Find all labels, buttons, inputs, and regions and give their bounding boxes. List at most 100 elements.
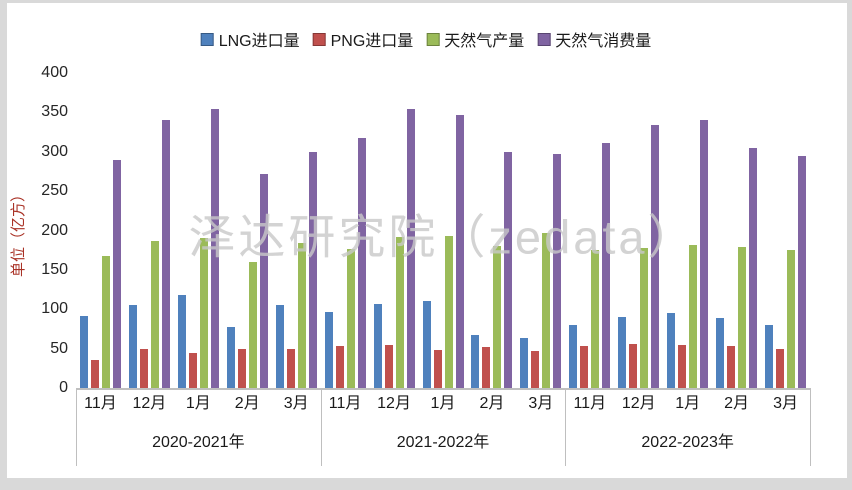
bar-天然气消费量-1月: [455, 114, 464, 388]
bar-天然气产量-3月: [297, 243, 306, 388]
x-tick-month-label: 3月: [283, 395, 309, 412]
y-tick-label: 250: [41, 182, 68, 200]
bar-LNG进口量-1月: [667, 313, 676, 388]
bar-天然气产量-1月: [689, 244, 698, 388]
bar-天然气消费量-11月: [357, 137, 366, 388]
bar-LNG进口量-3月: [765, 325, 774, 388]
x-axis-group-divider: [810, 388, 811, 466]
bar-PNG进口量-2月: [237, 348, 246, 388]
bar-PNG进口量-3月: [531, 350, 540, 388]
bar-PNG进口量-11月: [91, 360, 99, 388]
bar-PNG进口量-11月: [335, 346, 344, 388]
bar-PNG进口量-1月: [433, 350, 442, 388]
bar-天然气产量-11月: [591, 250, 600, 388]
legend-swatch-png-icon: [312, 32, 326, 46]
x-tick-month-label: 1月: [430, 395, 456, 412]
legend-swatch-production-icon: [426, 32, 440, 46]
x-axis-year-group-label: 2022-2023年: [641, 434, 734, 451]
y-tick-label: 100: [41, 300, 68, 318]
y-tick-label: 150: [41, 260, 68, 278]
legend-swatch-lng-icon: [200, 32, 214, 46]
bar-LNG进口量-11月: [569, 325, 578, 388]
x-tick-month-label: 11月: [573, 395, 607, 412]
bar-LNG进口量-3月: [275, 305, 284, 388]
legend-item-production: 天然气产量: [426, 27, 524, 51]
bar-天然气产量-11月: [346, 249, 355, 388]
legend-label-production: 天然气产量: [444, 33, 525, 50]
bar-PNG进口量-12月: [139, 348, 148, 388]
bar-天然气消费量-12月: [161, 120, 170, 388]
bar-天然气消费量-3月: [553, 154, 562, 388]
y-tick-label: 200: [41, 221, 68, 239]
bar-LNG进口量-1月: [177, 295, 186, 388]
bar-LNG进口量-1月: [422, 301, 431, 388]
bar-LNG进口量-2月: [471, 335, 480, 388]
bar-LNG进口量-12月: [128, 305, 137, 388]
legend-item-png: PNG进口量: [312, 27, 414, 51]
bar-天然气产量-2月: [738, 247, 747, 388]
bar-PNG进口量-11月: [580, 346, 589, 388]
x-tick-month-label: 11月: [328, 395, 362, 412]
x-tick-month-label: 12月: [377, 395, 411, 412]
bar-LNG进口量-2月: [716, 317, 725, 388]
bar-LNG进口量-11月: [324, 311, 333, 388]
bar-天然气消费量-2月: [749, 147, 758, 388]
bar-天然气产量-12月: [640, 247, 649, 388]
x-tick-month-label: 12月: [132, 395, 167, 412]
bar-PNG进口量-2月: [482, 347, 491, 388]
x-axis-year-group-label: 2020-2021年: [152, 434, 245, 451]
bar-天然气消费量-12月: [406, 109, 415, 388]
bar-天然气消费量-12月: [651, 124, 660, 388]
bar-LNG进口量-2月: [226, 326, 235, 388]
legend-label-lng: LNG进口量: [218, 33, 300, 50]
bar-天然气产量-2月: [493, 246, 502, 388]
legend-item-consumption: 天然气消费量: [537, 27, 651, 51]
legend-swatch-consumption-icon: [537, 32, 551, 46]
y-tick-label: 400: [41, 64, 68, 81]
bar-天然气产量-2月: [248, 262, 257, 388]
bar-天然气消费量-1月: [210, 109, 219, 388]
bar-LNG进口量-11月: [80, 315, 88, 388]
legend-item-lng: LNG进口量: [200, 27, 300, 51]
x-tick-month-label: 3月: [773, 395, 798, 412]
bar-天然气消费量-1月: [700, 120, 709, 388]
y-tick-label: 350: [41, 103, 68, 121]
x-tick-month-label: 2月: [724, 395, 750, 412]
bar-天然气消费量-11月: [602, 143, 611, 388]
bar-PNG进口量-3月: [286, 348, 295, 388]
bar-天然气产量-12月: [150, 240, 159, 388]
x-tick-month-label: 1月: [185, 395, 211, 412]
x-tick-month-label: 1月: [675, 395, 701, 412]
bar-天然气消费量-3月: [308, 151, 317, 388]
bar-LNG进口量-12月: [618, 317, 627, 388]
x-tick-month-label: 12月: [621, 395, 656, 412]
y-tick-label: 300: [41, 142, 68, 160]
bar-天然气消费量-2月: [259, 173, 268, 388]
bar-LNG进口量-12月: [373, 303, 382, 388]
bar-天然气产量-12月: [395, 236, 404, 388]
bar-天然气消费量-2月: [504, 151, 513, 388]
bar-天然气产量-1月: [199, 238, 208, 388]
legend-label-consumption: 天然气消费量: [555, 33, 652, 50]
y-tick-label: 50: [50, 339, 68, 357]
x-axis-group-divider: [76, 388, 77, 466]
legend: LNG进口量 PNG进口量 天然气产量 天然气消费量: [200, 27, 651, 51]
x-tick-month-label: 2月: [479, 395, 505, 412]
y-tick-label: 0: [59, 379, 68, 396]
x-axis-year-group-label: 2021-2022年: [396, 434, 490, 451]
bar-天然气消费量-11月: [113, 159, 121, 388]
bar-PNG进口量-12月: [384, 344, 393, 388]
x-axis-line: [76, 388, 810, 390]
x-tick-month-label: 11月: [84, 395, 117, 412]
bar-天然气消费量-3月: [798, 155, 807, 388]
bar-PNG进口量-3月: [776, 348, 785, 388]
bar-PNG进口量-1月: [678, 344, 687, 388]
bar-天然气产量-11月: [102, 255, 110, 388]
bar-天然气产量-3月: [787, 250, 796, 388]
bar-PNG进口量-2月: [727, 346, 736, 388]
bar-LNG进口量-3月: [520, 337, 529, 388]
legend-label-png: PNG进口量: [330, 33, 414, 50]
bar-PNG进口量-12月: [629, 343, 638, 388]
x-tick-month-label: 2月: [234, 395, 260, 412]
